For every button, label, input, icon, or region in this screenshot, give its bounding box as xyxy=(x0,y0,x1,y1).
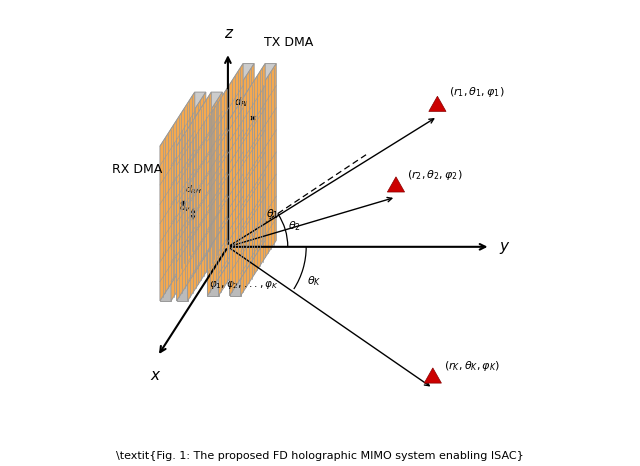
Polygon shape xyxy=(230,63,265,296)
Polygon shape xyxy=(177,146,188,301)
Polygon shape xyxy=(207,63,254,119)
Text: \textit{Fig. 1: The proposed FD holographic MIMO system enabling ISAC}: \textit{Fig. 1: The proposed FD holograp… xyxy=(116,451,524,461)
Text: y: y xyxy=(500,240,509,254)
Text: RX DMA: RX DMA xyxy=(112,163,163,176)
Polygon shape xyxy=(188,92,222,301)
Text: z: z xyxy=(224,26,232,41)
Polygon shape xyxy=(241,63,276,296)
Text: $\theta_K$: $\theta_K$ xyxy=(307,274,321,288)
Text: $(r_K,\theta_K,\varphi_K)$: $(r_K,\theta_K,\varphi_K)$ xyxy=(444,359,500,373)
Text: $d_V$: $d_V$ xyxy=(179,202,191,214)
Polygon shape xyxy=(218,63,254,296)
Text: $\varphi_1,\varphi_2,...,\varphi_K$: $\varphi_1,\varphi_2,...,\varphi_K$ xyxy=(209,279,279,291)
Polygon shape xyxy=(160,92,195,301)
Text: x: x xyxy=(150,368,159,383)
Polygon shape xyxy=(177,92,211,301)
Text: TX DMA: TX DMA xyxy=(264,36,313,49)
Text: $(r_2,\theta_2,\varphi_2)$: $(r_2,\theta_2,\varphi_2)$ xyxy=(408,168,463,182)
Polygon shape xyxy=(387,177,404,192)
Text: $\theta_2$: $\theta_2$ xyxy=(288,219,301,233)
Polygon shape xyxy=(429,96,446,111)
Polygon shape xyxy=(171,92,206,301)
Text: $d_{RI}$: $d_{RI}$ xyxy=(234,95,248,109)
Polygon shape xyxy=(230,119,241,296)
Polygon shape xyxy=(177,92,222,146)
Polygon shape xyxy=(207,119,218,296)
Polygon shape xyxy=(160,146,171,301)
Text: $\theta_1$: $\theta_1$ xyxy=(266,208,279,221)
Text: $d_{RH}$: $d_{RH}$ xyxy=(186,184,202,196)
Polygon shape xyxy=(160,92,206,146)
Polygon shape xyxy=(230,63,276,119)
Polygon shape xyxy=(424,368,442,383)
Polygon shape xyxy=(207,63,243,296)
Text: $(r_1,\theta_1,\varphi_1)$: $(r_1,\theta_1,\varphi_1)$ xyxy=(449,85,504,99)
